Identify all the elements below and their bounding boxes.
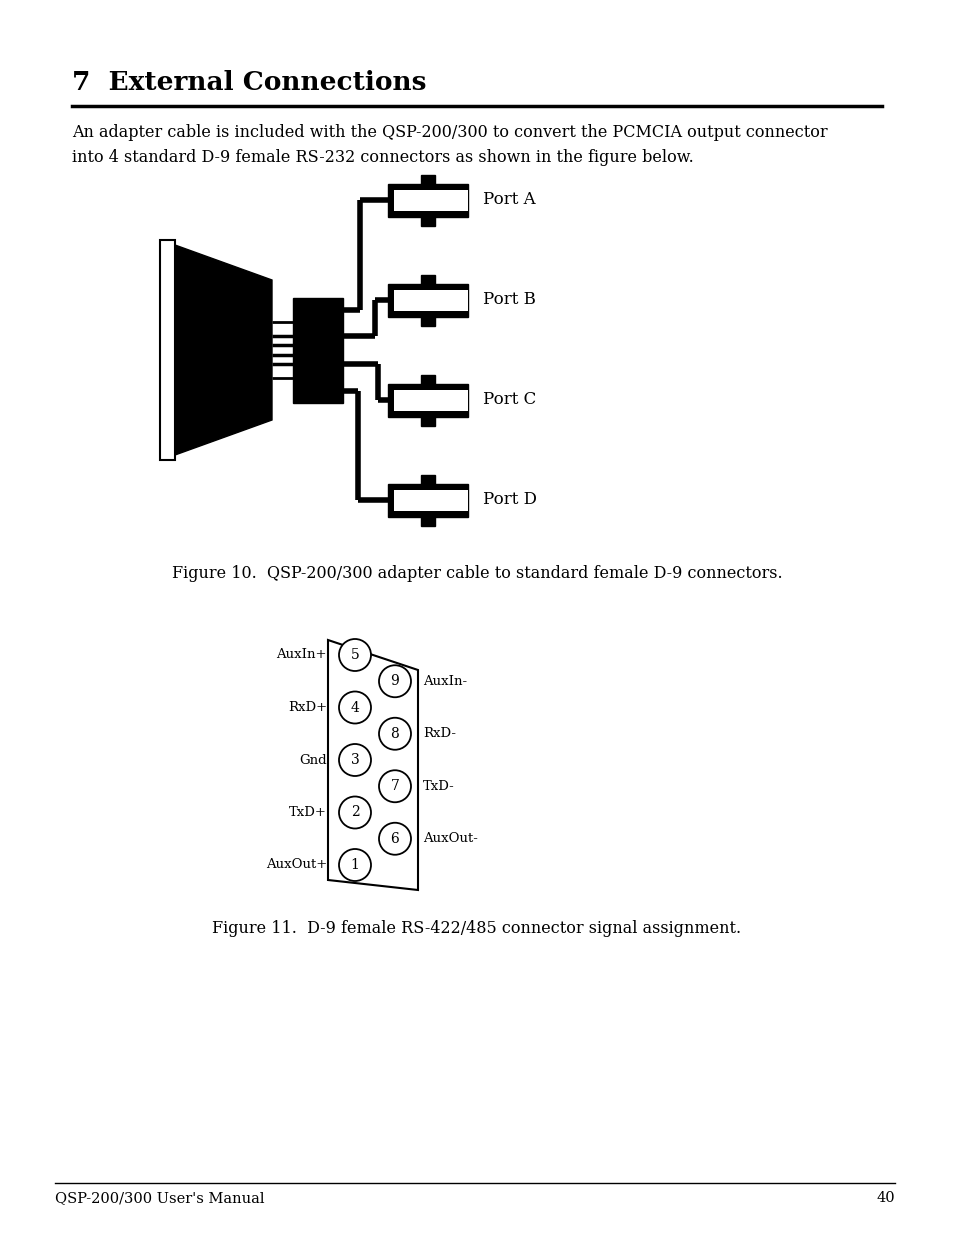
Circle shape bbox=[378, 771, 411, 803]
Text: Port B: Port B bbox=[482, 291, 536, 309]
Circle shape bbox=[338, 848, 371, 881]
Bar bbox=[394, 389, 468, 410]
Text: TxD+: TxD+ bbox=[289, 806, 327, 819]
Text: Figure 10.  QSP-200/300 adapter cable to standard female D-9 connectors.: Figure 10. QSP-200/300 adapter cable to … bbox=[172, 564, 781, 582]
Circle shape bbox=[338, 743, 371, 776]
Bar bbox=[388, 483, 468, 516]
Text: AuxIn+: AuxIn+ bbox=[276, 648, 327, 662]
Bar bbox=[420, 174, 435, 184]
Text: 2: 2 bbox=[351, 805, 359, 820]
Text: Port A: Port A bbox=[482, 191, 535, 209]
Text: 4: 4 bbox=[350, 700, 359, 715]
Text: RxD-: RxD- bbox=[422, 727, 456, 740]
Text: RxD+: RxD+ bbox=[288, 701, 327, 714]
Text: 5: 5 bbox=[351, 648, 359, 662]
Bar bbox=[420, 274, 435, 284]
Bar bbox=[420, 216, 435, 226]
Text: TxD-: TxD- bbox=[422, 779, 455, 793]
Bar bbox=[420, 374, 435, 384]
Text: 7  External Connections: 7 External Connections bbox=[71, 70, 426, 95]
Text: 3: 3 bbox=[351, 753, 359, 767]
Polygon shape bbox=[174, 245, 272, 454]
Circle shape bbox=[378, 823, 411, 855]
Circle shape bbox=[338, 638, 371, 671]
Text: AuxIn-: AuxIn- bbox=[422, 674, 467, 688]
Text: Figure 11.  D-9 female RS-422/485 connector signal assignment.: Figure 11. D-9 female RS-422/485 connect… bbox=[213, 920, 740, 937]
Bar bbox=[272, 322, 293, 378]
Bar bbox=[394, 289, 468, 310]
Text: Port D: Port D bbox=[482, 492, 537, 509]
Circle shape bbox=[378, 718, 411, 750]
Text: QSP-200/300 User's Manual: QSP-200/300 User's Manual bbox=[55, 1191, 264, 1205]
Text: AuxOut+: AuxOut+ bbox=[266, 858, 327, 872]
Circle shape bbox=[378, 666, 411, 698]
Text: 40: 40 bbox=[876, 1191, 894, 1205]
Text: 7: 7 bbox=[390, 779, 399, 793]
Text: 1: 1 bbox=[350, 858, 359, 872]
Bar bbox=[388, 184, 468, 216]
Bar bbox=[420, 474, 435, 483]
Bar bbox=[394, 489, 468, 510]
Bar bbox=[388, 284, 468, 316]
Bar bbox=[394, 189, 468, 210]
Text: 6: 6 bbox=[390, 831, 399, 846]
Text: Port C: Port C bbox=[482, 391, 536, 409]
Text: AuxOut-: AuxOut- bbox=[422, 832, 477, 845]
Text: An adapter cable is included with the QSP-200/300 to convert the PCMCIA output c: An adapter cable is included with the QS… bbox=[71, 124, 827, 165]
Bar bbox=[293, 298, 343, 403]
Circle shape bbox=[338, 692, 371, 724]
Bar bbox=[420, 416, 435, 426]
Polygon shape bbox=[328, 640, 417, 890]
Text: Gnd: Gnd bbox=[299, 753, 327, 767]
Bar bbox=[420, 316, 435, 326]
Bar bbox=[420, 516, 435, 526]
Circle shape bbox=[338, 797, 371, 829]
Text: 9: 9 bbox=[390, 674, 399, 688]
Bar bbox=[388, 384, 468, 416]
Bar bbox=[160, 240, 174, 459]
Text: 8: 8 bbox=[390, 726, 399, 741]
